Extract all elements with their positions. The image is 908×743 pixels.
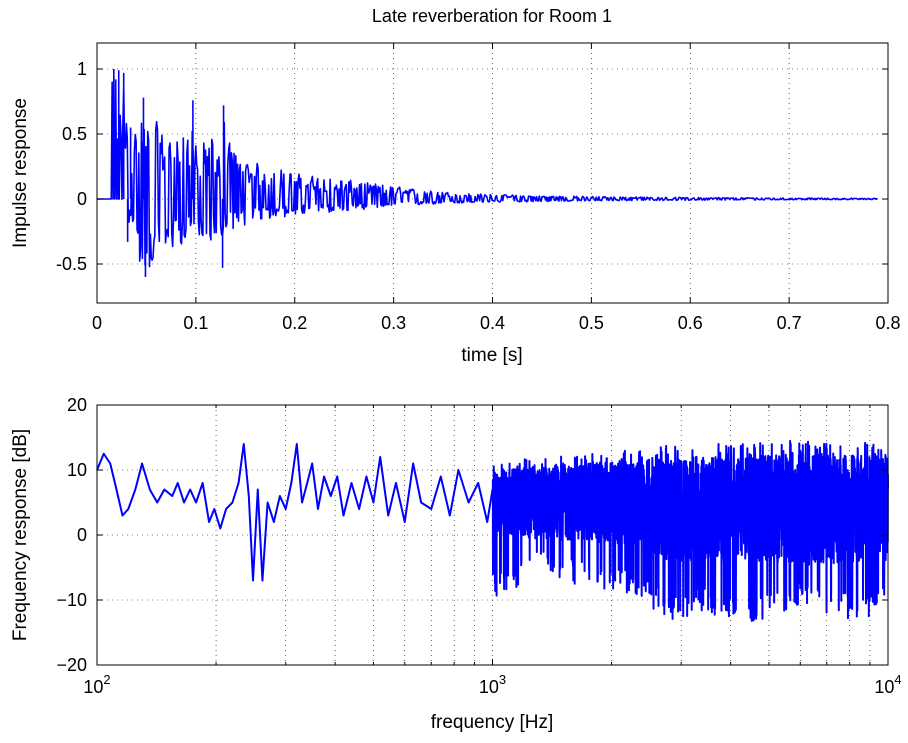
bottom-x-axis-label: frequency [Hz] [431,712,554,733]
bottom-series-frequency-response [96,439,889,622]
top-x-tick-label: 0.6 [678,313,703,333]
bottom-x-tick-label: 102 [83,672,110,697]
top-x-tick-label: 0.4 [480,313,505,333]
bottom-series-line [96,439,889,622]
bottom-y-tick-label: −20 [56,655,87,675]
bottom-y-tick-label: −10 [56,590,87,610]
top-chart-title: Late reverberation for Room 1 [372,6,612,26]
top-series-line [97,69,878,277]
top-series-impulse-response [97,69,878,277]
bottom-y-tick-label: 10 [67,460,87,480]
top-x-tick-label: 0 [92,313,102,333]
bottom-x-tick-label: 103 [479,672,506,697]
top-x-axis-label: time [s] [461,345,522,366]
top-y-axis-label: Impulse response [10,98,31,248]
top-x-tick-label: 0.1 [183,313,208,333]
top-x-tick-label: 0.2 [282,313,307,333]
top-y-tick-label: -0.5 [56,254,87,274]
top-x-tick-label: 0.3 [381,313,406,333]
top-x-tick-label: 0.8 [875,313,900,333]
bottom-y-axis-label: Frequency response [dB] [10,429,31,641]
top-x-tick-label: 0.7 [777,313,802,333]
top-y-tick-label: 0.5 [62,124,87,144]
top-y-tick-label: 0 [77,189,87,209]
top-y-tick-label: 1 [77,59,87,79]
top-ticks: 0 0.1 0.2 0.3 0.4 0.5 0.6 0.7 0.8 -0.5 0 0.5 1 [56,43,901,333]
bottom-y-tick-label: 0 [77,525,87,545]
top-x-tick-label: 0.5 [579,313,604,333]
bottom-y-tick-label: 20 [67,395,87,415]
bottom-ticks: 102 103 104 −20 −10 0 10 20 [56,395,901,697]
bottom-x-tick-label: 104 [874,672,901,697]
